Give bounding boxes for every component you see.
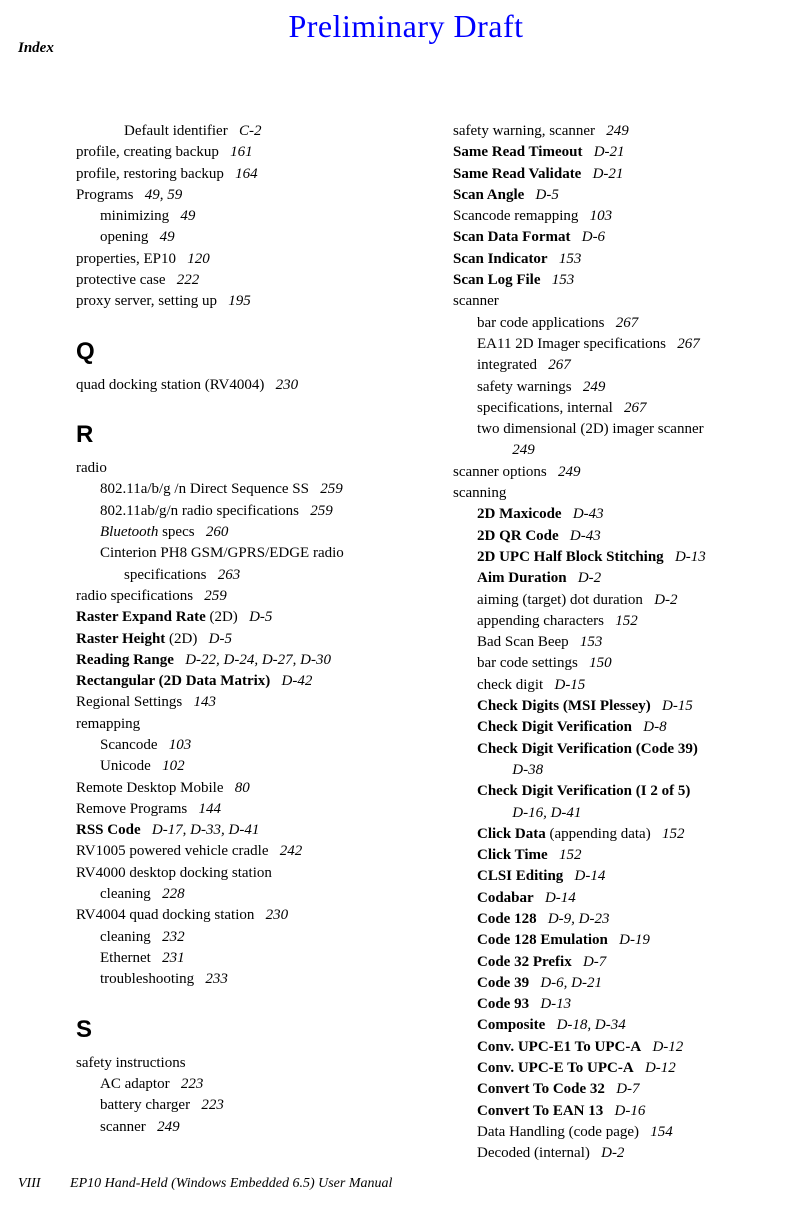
index-entry: opening 49 (100, 227, 425, 248)
index-entry: safety warning, scanner 249 (453, 121, 802, 142)
index-entry: Remote Desktop Mobile 80 (76, 778, 425, 799)
index-entry: Data Handling (code page) 154 (477, 1122, 802, 1143)
index-entry: radio specifications 259 (76, 586, 425, 607)
index-entry: Scancode 103 (100, 735, 425, 756)
index-entry: Convert To Code 32 D-7 (477, 1079, 802, 1100)
index-entry: cleaning 232 (100, 927, 425, 948)
footer-title: EP10 Hand-Held (Windows Embedded 6.5) Us… (70, 1176, 392, 1191)
index-entry: Check Digit Verification D-8 (477, 717, 802, 738)
index-entry: Ethernet 231 (100, 948, 425, 969)
index-entry: Codabar D-14 (477, 888, 802, 909)
index-entry: Same Read Validate D-21 (453, 164, 802, 185)
index-entry: Check Digit Verification (I 2 of 5) (477, 781, 802, 802)
index-entry: proxy server, setting up 195 (76, 291, 425, 312)
index-entry: 2D UPC Half Block Stitching D-13 (477, 547, 802, 568)
index-entry: quad docking station (RV4004) 230 (76, 375, 425, 396)
index-entry: aiming (target) dot duration D-2 (477, 590, 802, 611)
index-entry: Conv. UPC-E To UPC-A D-12 (477, 1058, 802, 1079)
index-entry: Click Time 152 (477, 845, 802, 866)
index-entry: troubleshooting 233 (100, 969, 425, 990)
section-letter: S (76, 1013, 425, 1047)
index-entry: RV4004 quad docking station 230 (76, 905, 425, 926)
index-entry: Cinterion PH8 GSM/GPRS/EDGE radio (100, 543, 425, 564)
index-entry: Bluetooth specs 260 (100, 522, 425, 543)
index-entry: 802.11a/b/g /n Direct Sequence SS 259 (100, 479, 425, 500)
index-entry: bar code settings 150 (477, 653, 802, 674)
index-entry: integrated 267 (477, 355, 802, 376)
index-entry: specifications 263 (124, 565, 425, 586)
index-entry: RV1005 powered vehicle cradle 242 (76, 841, 425, 862)
right-column: safety warning, scanner 249Same Read Tim… (453, 121, 802, 1165)
index-entry: scanner (453, 291, 802, 312)
index-entry: Bad Scan Beep 153 (477, 632, 802, 653)
index-entry: Scan Data Format D-6 (453, 227, 802, 248)
index-entry: battery charger 223 (100, 1095, 425, 1116)
index-entry: Code 128 Emulation D-19 (477, 930, 802, 951)
index-entry: two dimensional (2D) imager scanner (477, 419, 802, 440)
index-entry: appending characters 152 (477, 611, 802, 632)
left-column: Default identifier C-2profile, creating … (76, 121, 425, 1165)
index-entry: protective case 222 (76, 270, 425, 291)
index-entry: D-38 (501, 760, 802, 781)
index-entry: Convert To EAN 13 D-16 (477, 1101, 802, 1122)
index-entry: Code 128 D-9, D-23 (477, 909, 802, 930)
index-entry: Scan Indicator 153 (453, 249, 802, 270)
index-entry: remapping (76, 714, 425, 735)
index-entry: check digit D-15 (477, 675, 802, 696)
index-content: Default identifier C-2profile, creating … (0, 45, 812, 1165)
index-entry: profile, creating backup 161 (76, 142, 425, 163)
index-entry: CLSI Editing D-14 (477, 866, 802, 887)
index-entry: Code 39 D-6, D-21 (477, 973, 802, 994)
index-entry: profile, restoring backup 164 (76, 164, 425, 185)
index-entry: 249 (501, 440, 802, 461)
index-entry: Same Read Timeout D-21 (453, 142, 802, 163)
index-entry: D-16, D-41 (501, 803, 802, 824)
index-entry: Reading Range D-22, D-24, D-27, D-30 (76, 650, 425, 671)
index-entry: Raster Expand Rate (2D) D-5 (76, 607, 425, 628)
page-number: VIII (18, 1176, 41, 1191)
index-entry: Remove Programs 144 (76, 799, 425, 820)
index-entry: Scancode remapping 103 (453, 206, 802, 227)
index-entry: Decoded (internal) D-2 (477, 1143, 802, 1164)
index-entry: AC adaptor 223 (100, 1074, 425, 1095)
index-entry: EA11 2D Imager specifications 267 (477, 334, 802, 355)
index-entry: RV4000 desktop docking station (76, 863, 425, 884)
index-entry: Aim Duration D-2 (477, 568, 802, 589)
index-entry: Scan Log File 153 (453, 270, 802, 291)
index-entry: 802.11ab/g/n radio specifications 259 (100, 501, 425, 522)
footer: VIII EP10 Hand-Held (Windows Embedded 6.… (18, 1176, 392, 1192)
index-entry: Default identifier C-2 (124, 121, 425, 142)
index-entry: cleaning 228 (100, 884, 425, 905)
index-entry: Raster Height (2D) D-5 (76, 629, 425, 650)
index-entry: safety warnings 249 (477, 377, 802, 398)
index-entry: radio (76, 458, 425, 479)
index-entry: Code 32 Prefix D-7 (477, 952, 802, 973)
index-entry: Check Digits (MSI Plessey) D-15 (477, 696, 802, 717)
index-entry: Click Data (appending data) 152 (477, 824, 802, 845)
index-entry: specifications, internal 267 (477, 398, 802, 419)
index-entry: Scan Angle D-5 (453, 185, 802, 206)
index-entry: Regional Settings 143 (76, 692, 425, 713)
index-entry: Code 93 D-13 (477, 994, 802, 1015)
index-entry: safety instructions (76, 1053, 425, 1074)
index-entry: Composite D-18, D-34 (477, 1015, 802, 1036)
index-entry: bar code applications 267 (477, 313, 802, 334)
index-entry: scanner options 249 (453, 462, 802, 483)
draft-watermark: Preliminary Draft (0, 0, 812, 45)
index-header: Index (18, 40, 54, 57)
index-entry: Unicode 102 (100, 756, 425, 777)
index-entry: 2D QR Code D-43 (477, 526, 802, 547)
section-letter: R (76, 418, 425, 452)
index-entry: 2D Maxicode D-43 (477, 504, 802, 525)
index-entry: Check Digit Verification (Code 39) (477, 739, 802, 760)
index-entry: scanning (453, 483, 802, 504)
index-entry: properties, EP10 120 (76, 249, 425, 270)
index-entry: RSS Code D-17, D-33, D-41 (76, 820, 425, 841)
index-entry: minimizing 49 (100, 206, 425, 227)
index-entry: scanner 249 (100, 1117, 425, 1138)
index-entry: Conv. UPC-E1 To UPC-A D-12 (477, 1037, 802, 1058)
index-entry: Programs 49, 59 (76, 185, 425, 206)
index-entry: Rectangular (2D Data Matrix) D-42 (76, 671, 425, 692)
section-letter: Q (76, 335, 425, 369)
